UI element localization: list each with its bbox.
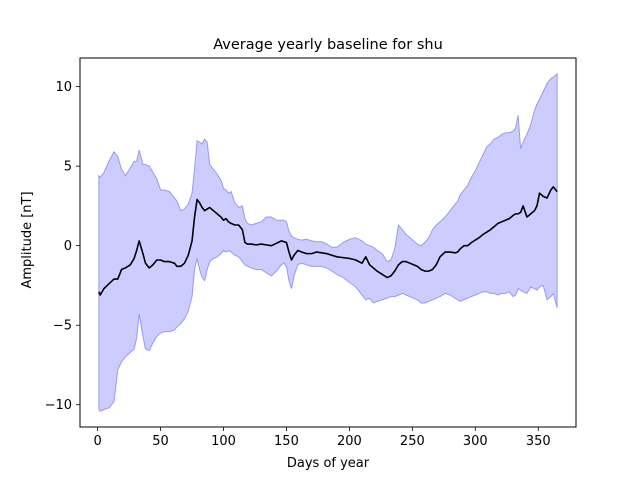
axes: 0 50 100 150 200 250 300 350 −10 −5 0 5 10: [45, 57, 577, 449]
x-tick-label: 150: [274, 434, 299, 449]
baseline-line: [98, 186, 558, 296]
x-tick-label: 250: [400, 434, 425, 449]
y-tick-label: −10: [45, 398, 72, 413]
y-axis-label: Amplitude [nT]: [20, 191, 35, 288]
x-axis-label: Days of year: [287, 456, 370, 471]
y-tick-label: −5: [53, 319, 72, 334]
x-tick-label: 0: [93, 434, 101, 449]
x-tick-label: 300: [463, 434, 488, 449]
y-tick-label: 0: [64, 239, 72, 254]
y-tick-label: 5: [64, 160, 72, 175]
chart-title: Average yearly baseline for shu: [213, 37, 443, 53]
x-tick-label: 50: [152, 434, 169, 449]
confidence-band: [98, 72, 558, 412]
y-tick-label: 10: [55, 80, 72, 95]
x-tick-label: 350: [526, 434, 551, 449]
plot-area: [98, 72, 558, 412]
x-tick-label: 100: [211, 434, 236, 449]
x-tick-label: 200: [337, 434, 362, 449]
axes-frame: [79, 57, 577, 428]
